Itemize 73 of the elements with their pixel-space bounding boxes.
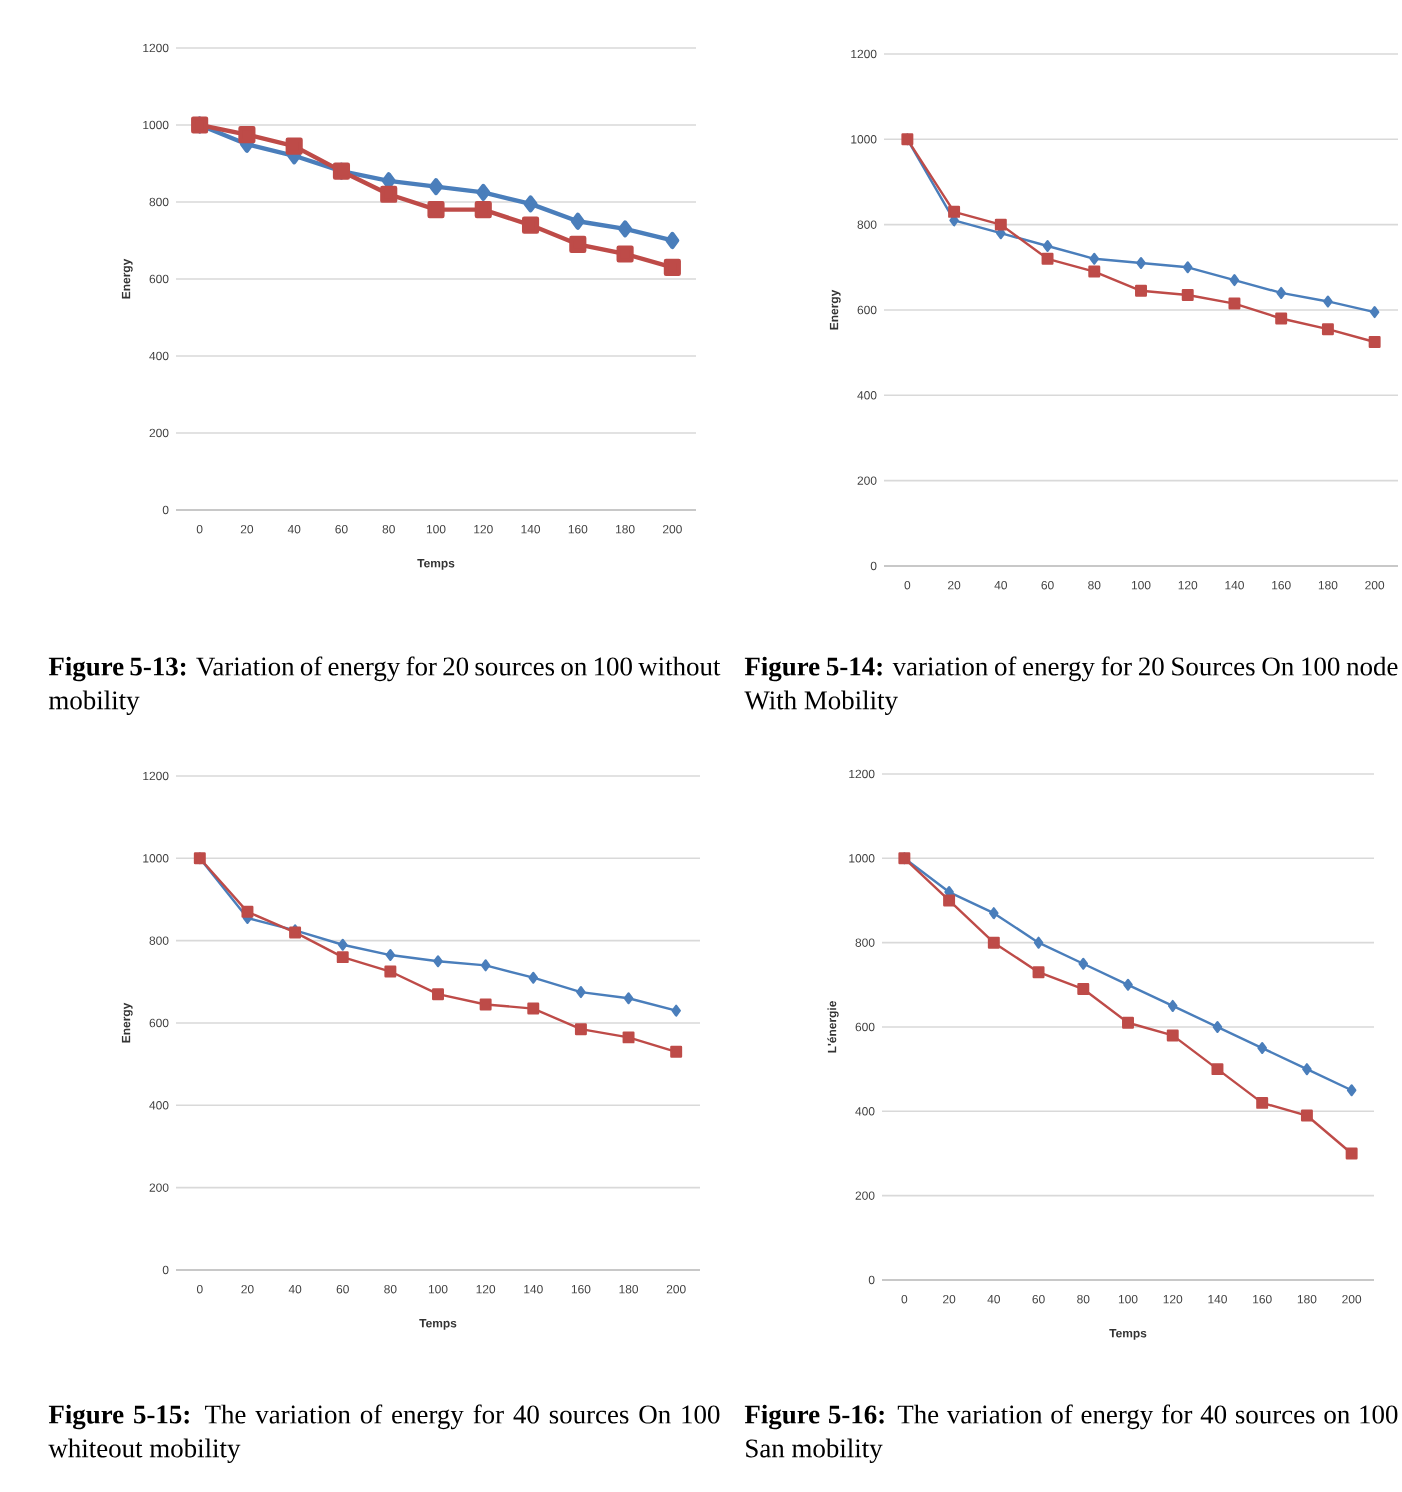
- point: [1122, 1016, 1134, 1029]
- point: [241, 905, 254, 918]
- point: [1346, 1084, 1357, 1097]
- point: [622, 1031, 635, 1044]
- point: [618, 220, 633, 238]
- point: [337, 938, 348, 951]
- point: [670, 1045, 683, 1058]
- point: [1257, 1042, 1267, 1055]
- point: [994, 218, 1007, 231]
- point: [480, 959, 491, 972]
- point: [523, 195, 538, 213]
- point: [1089, 252, 1100, 265]
- text: Figure 5-16: The variation of energy for 40 sources on 100 San mobility: [744, 1404, 1398, 1464]
- point: [238, 126, 256, 144]
- point: [989, 907, 999, 920]
- point: [1042, 240, 1053, 252]
- point: [474, 201, 492, 219]
- point: [528, 971, 539, 984]
- point: [336, 951, 349, 964]
- point: [479, 998, 492, 1011]
- point: [665, 231, 680, 250]
- text: Figure 5-15: The variation of energy for 40 sources On 100 whiteout mobility: [48, 1404, 720, 1464]
- point: [943, 894, 956, 907]
- point: [285, 137, 303, 155]
- point: [432, 988, 444, 1001]
- point: [1276, 286, 1286, 299]
- point: [1211, 1063, 1224, 1076]
- point: [427, 201, 445, 219]
- point: [1032, 966, 1045, 979]
- point: [1136, 257, 1146, 270]
- point: [948, 205, 961, 218]
- point: [1166, 1029, 1179, 1042]
- point: [1167, 999, 1178, 1012]
- point: [987, 936, 1000, 949]
- point: [1077, 983, 1090, 996]
- point: [569, 235, 587, 253]
- point: [574, 1023, 587, 1036]
- point: [1323, 295, 1333, 308]
- point: [671, 1004, 681, 1017]
- point: [1212, 1021, 1223, 1033]
- point: [1033, 936, 1044, 949]
- point: [663, 258, 681, 276]
- point: [1182, 261, 1193, 274]
- point: [1229, 274, 1240, 287]
- point: [476, 183, 491, 201]
- point: [576, 986, 586, 999]
- text: Figure 5-13: Variation of energy for 20 sources on 100 without mobility: [48, 656, 721, 715]
- point: [1368, 336, 1381, 348]
- point: [521, 216, 540, 234]
- point: [1275, 312, 1288, 325]
- point: [1300, 1109, 1313, 1122]
- point: [1345, 1147, 1358, 1160]
- point: [1123, 978, 1133, 991]
- point: [570, 212, 585, 230]
- point: [1041, 252, 1054, 265]
- point: [384, 965, 397, 978]
- point: [380, 185, 398, 203]
- point: [1302, 1063, 1312, 1076]
- point: [1181, 289, 1194, 302]
- point: [1369, 306, 1380, 319]
- point: [1256, 1096, 1269, 1109]
- point: [1135, 284, 1147, 297]
- point: [1228, 297, 1241, 310]
- point: [527, 1002, 540, 1015]
- point: [1321, 323, 1334, 336]
- point: [623, 992, 634, 1005]
- point: [1088, 265, 1101, 278]
- point: [429, 178, 443, 196]
- point: [433, 955, 443, 968]
- point: [385, 949, 396, 962]
- text: Figure 5-14: variation of energy for 20 Sources On 100 node With Mobility: [744, 656, 1398, 715]
- point: [616, 245, 634, 263]
- point: [1078, 957, 1089, 970]
